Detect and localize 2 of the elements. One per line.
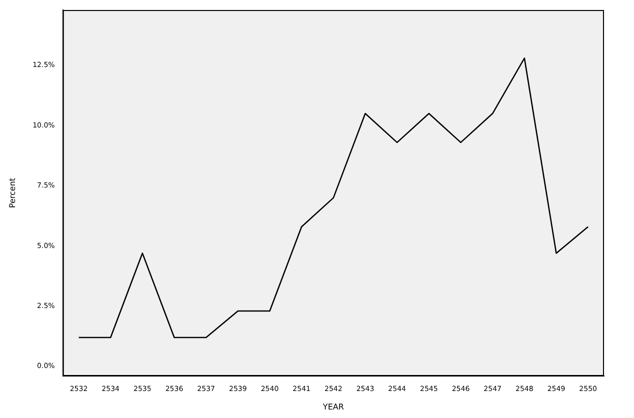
y-axis-title: Percent (8, 178, 17, 208)
x-axis-title: YEAR (322, 402, 344, 412)
